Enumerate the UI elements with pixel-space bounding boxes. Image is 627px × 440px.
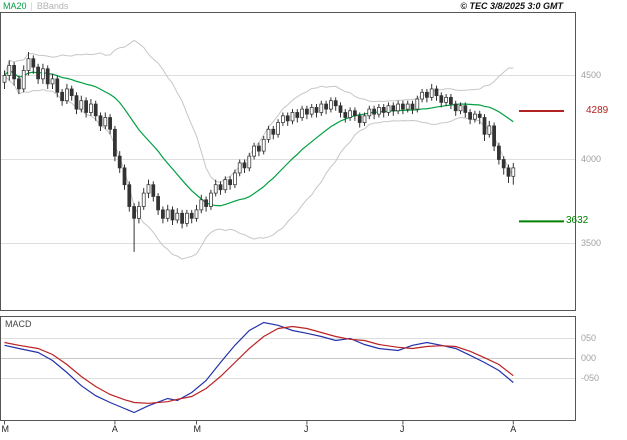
macd-axis-label--050: -050: [581, 372, 600, 383]
month-label-3: J: [303, 424, 309, 434]
legend-item-bbands: BBands: [36, 1, 69, 11]
macd-line: [4, 321, 514, 414]
ma20-line: [4, 69, 514, 207]
price-axis-label-4500: 4500: [581, 69, 602, 80]
macd-axis-label-050: 050: [581, 332, 597, 343]
legend-item-ma20: MA20: [3, 1, 27, 11]
legend-separator: |: [30, 1, 33, 11]
month-label-4: J: [399, 424, 405, 434]
month-label-0: M: [1, 424, 10, 434]
bollinger-lower-line: [4, 75, 514, 260]
resistance-level-label: 4289: [586, 104, 609, 116]
macd-axis-label-000: 000: [581, 352, 597, 363]
signal-line: [4, 325, 514, 404]
support-level-label: 3632: [566, 215, 589, 227]
price-axis-label-4000: 4000: [581, 153, 602, 164]
price-axis-label-3500: 3500: [581, 237, 602, 248]
macd-panel-label: MACD: [5, 319, 32, 329]
indicator-legend: MA20 | BBands: [3, 0, 68, 12]
month-label-1: A: [111, 424, 118, 434]
month-label-5: A: [510, 424, 517, 434]
copyright-text: © TEC 3/8/2025 3:0 GMT: [460, 1, 563, 11]
month-label-2: M: [193, 424, 202, 434]
